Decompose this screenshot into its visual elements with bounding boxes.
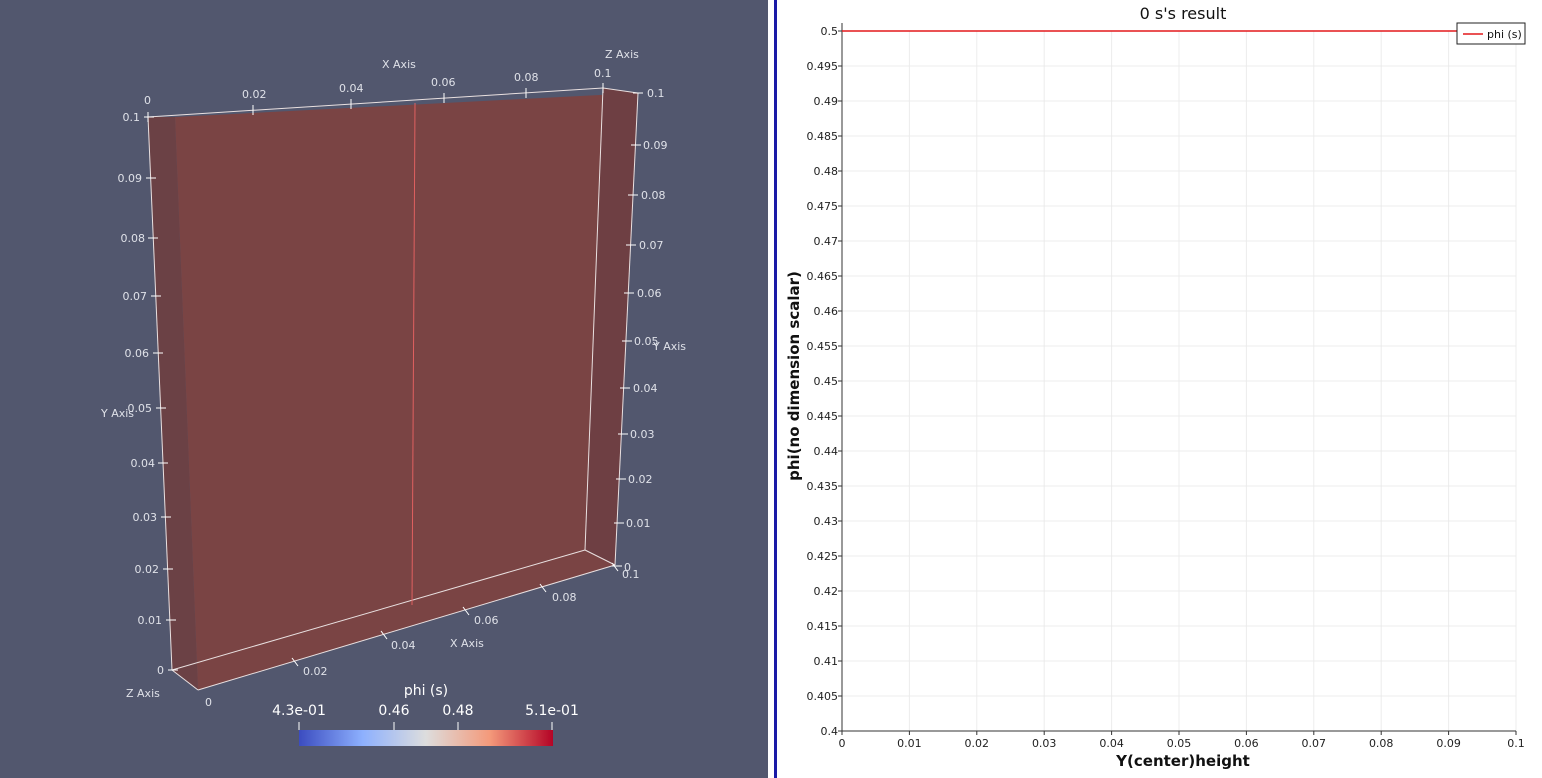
x-tick-label: 0.08 xyxy=(1369,737,1394,750)
top-x-tick-label: 0.04 xyxy=(339,82,364,95)
y-tick-label: 0.44 xyxy=(814,445,839,458)
color-legend-label: 4.3e-01 xyxy=(272,703,326,719)
x-tick-label: 0.05 xyxy=(1167,737,1192,750)
y-tick-label: 0.415 xyxy=(807,620,839,633)
y-tick-label: 0.48 xyxy=(814,165,839,178)
right-y-tick-label: 0.08 xyxy=(641,189,666,202)
right-y-tick-label: 0 xyxy=(624,561,631,574)
y-tick-label: 0.485 xyxy=(807,130,839,143)
box-outline xyxy=(147,87,639,691)
y-tick-label: 0.45 xyxy=(814,375,839,388)
line-chart[interactable]: 0.5 0.495 0.49 0.485 0.48 0.475 0.47 0.465 0.46 0… xyxy=(777,0,1542,778)
color-legend-bar xyxy=(299,730,553,746)
y-tick-label: 0.47 xyxy=(814,235,839,248)
y-tick-label: 0.475 xyxy=(807,200,839,213)
left-y-tick-label: 0.02 xyxy=(135,563,160,576)
x-tick-label: 0.04 xyxy=(1099,737,1124,750)
chart-grid xyxy=(841,30,1517,732)
color-legend-label: 5.1e-01 xyxy=(525,703,579,719)
x-tick-label: 0.01 xyxy=(897,737,922,750)
top-x-tick-label: 0 xyxy=(144,94,151,107)
active-view-border xyxy=(774,0,777,778)
color-legend-title: phi (s) xyxy=(404,683,448,699)
y-tick-label: 0.495 xyxy=(807,60,839,73)
y-tick-label: 0.43 xyxy=(814,515,839,528)
x-tick-label: 0.09 xyxy=(1436,737,1461,750)
right-y-tick-label: 0.04 xyxy=(633,382,658,395)
y-tick-label: 0.455 xyxy=(807,340,839,353)
top-x-tick-label: 0.1 xyxy=(594,67,612,80)
left-y-tick-label: 0.1 xyxy=(123,111,141,124)
right-y-tick-label: 0.06 xyxy=(637,287,662,300)
x-tick-label: 0.02 xyxy=(965,737,990,750)
left-y-tick-label: 0.09 xyxy=(118,172,143,185)
bottom-x-tick-label: 0.02 xyxy=(303,665,328,678)
x-axis-title: Y(center)height xyxy=(1115,752,1250,770)
line-chart-view[interactable]: 0.5 0.495 0.49 0.485 0.48 0.475 0.47 0.465 0.46 0… xyxy=(777,0,1542,778)
right-y-tick-label: 0.1 xyxy=(647,87,665,100)
render-view[interactable]: 0 0.02 0.04 0.06 0.08 0.1 X Axis Z Axis … xyxy=(0,0,768,778)
left-y-tick-label: 0.07 xyxy=(123,290,148,303)
top-x-tick-label: 0.08 xyxy=(514,71,539,84)
box-left-face xyxy=(148,117,198,690)
y-tick-label: 0.435 xyxy=(807,480,839,493)
y-tick-label: 0.465 xyxy=(807,270,839,283)
x-tick-label: 0.1 xyxy=(1507,737,1525,750)
chart-legend[interactable]: phi (s) xyxy=(1456,22,1526,45)
bottom-z-axis-title: Z Axis xyxy=(126,687,160,700)
y-tick-label: 0.46 xyxy=(814,305,839,318)
render-canvas[interactable]: 0 0.02 0.04 0.06 0.08 0.1 X Axis Z Axis … xyxy=(0,0,768,778)
left-y-tick-label: 0.06 xyxy=(125,347,150,360)
top-x-tick-label: 0.02 xyxy=(242,88,267,101)
left-y-tick-label: 0 xyxy=(157,664,164,677)
view-splitter[interactable] xyxy=(768,0,774,778)
right-y-axis-title: Y Axis xyxy=(652,340,686,353)
color-legend: phi (s) 4.3e-01 0.46 0.48 5.1e-01 xyxy=(272,683,579,746)
y-axis-title: phi(no dimension scalar) xyxy=(785,271,803,481)
left-y-tick-label: 0.08 xyxy=(121,232,146,245)
y-tick-label: 0.42 xyxy=(814,585,839,598)
left-y-tick-label: 0.03 xyxy=(133,511,158,524)
right-y-tick-label: 0.09 xyxy=(643,139,668,152)
top-z-axis-title: Z Axis xyxy=(605,48,639,61)
right-y-tick-label: 0.03 xyxy=(630,428,655,441)
box-right-face xyxy=(585,88,638,565)
bottom-z-tick-label: 0 xyxy=(205,696,212,709)
probe-line xyxy=(411,102,416,606)
color-legend-label: 0.48 xyxy=(442,703,473,719)
y-tick-label: 0.425 xyxy=(807,550,839,563)
bottom-x-tick-label: 0.06 xyxy=(474,614,499,627)
right-y-tick-label: 0.01 xyxy=(626,517,651,530)
y-tick-label: 0.4 xyxy=(821,725,839,738)
bottom-x-tick-label: 0.08 xyxy=(552,591,577,604)
chart-title: 0 s's result xyxy=(1140,4,1227,23)
left-y-axis-title: Y Axis xyxy=(100,407,134,420)
box-front-face xyxy=(175,93,638,690)
x-tick-label: 0.07 xyxy=(1302,737,1327,750)
y-tick-label: 0.41 xyxy=(814,655,839,668)
bottom-x-tick-label: 0.04 xyxy=(391,639,416,652)
y-tick-label: 0.5 xyxy=(821,25,839,38)
left-y-tick-label: 0.01 xyxy=(138,614,163,627)
right-y-tick-label: 0.02 xyxy=(628,473,653,486)
left-y-tick-label: 0.05 xyxy=(128,402,153,415)
y-tick-label: 0.405 xyxy=(807,690,839,703)
x-tick-label: 0 xyxy=(839,737,846,750)
y-tick-label: 0.49 xyxy=(814,95,839,108)
chart-axes: 0.5 0.495 0.49 0.485 0.48 0.475 0.47 0.465 0.46 0… xyxy=(807,23,1525,750)
bottom-x-tick-label: 0.1 xyxy=(622,568,640,581)
y-tick-label: 0.445 xyxy=(807,410,839,423)
top-x-tick-label: 0.06 xyxy=(431,76,456,89)
color-legend-label: 0.46 xyxy=(378,703,409,719)
x-tick-label: 0.06 xyxy=(1234,737,1259,750)
right-y-tick-label: 0.07 xyxy=(639,239,664,252)
x-tick-label: 0.03 xyxy=(1032,737,1057,750)
bottom-x-axis-title: X Axis xyxy=(450,637,484,650)
legend-label: phi (s) xyxy=(1487,28,1522,41)
left-y-tick-label: 0.04 xyxy=(131,457,156,470)
legend-box xyxy=(1456,22,1526,45)
right-y-tick-label: 0.05 xyxy=(634,335,659,348)
top-x-axis-title: X Axis xyxy=(382,58,416,71)
